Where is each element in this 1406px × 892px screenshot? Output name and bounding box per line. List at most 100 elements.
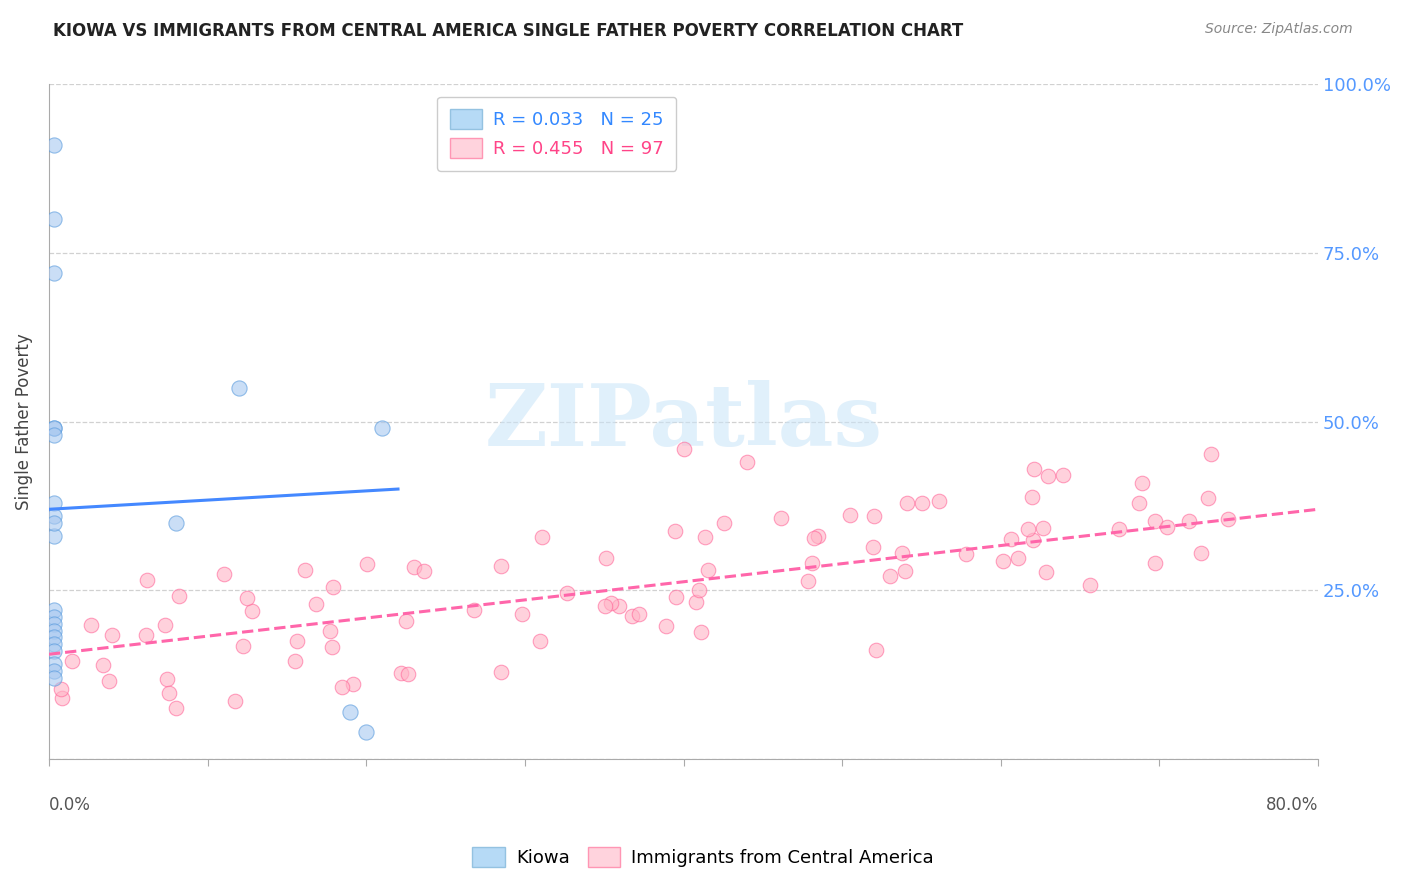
Text: 0.0%: 0.0% bbox=[49, 796, 91, 814]
Text: KIOWA VS IMMIGRANTS FROM CENTRAL AMERICA SINGLE FATHER POVERTY CORRELATION CHART: KIOWA VS IMMIGRANTS FROM CENTRAL AMERICA… bbox=[53, 22, 963, 40]
Point bbox=[1216, 511, 1239, 525]
Point bbox=[389, 665, 412, 680]
Point bbox=[318, 624, 340, 638]
Point bbox=[80, 617, 103, 632]
Point bbox=[42, 610, 65, 624]
Point bbox=[1022, 533, 1045, 548]
Point bbox=[42, 616, 65, 631]
Point bbox=[697, 563, 720, 577]
Point bbox=[797, 574, 820, 589]
Point bbox=[693, 530, 716, 544]
Point bbox=[42, 664, 65, 678]
Point bbox=[928, 494, 950, 508]
Point bbox=[1080, 577, 1102, 591]
Point bbox=[155, 672, 177, 686]
Point bbox=[42, 671, 65, 685]
Point bbox=[664, 524, 686, 538]
Point bbox=[157, 686, 180, 700]
Point bbox=[98, 674, 121, 689]
Point bbox=[1178, 514, 1201, 528]
Point bbox=[236, 591, 259, 606]
Point bbox=[342, 676, 364, 690]
Point bbox=[910, 495, 932, 509]
Point bbox=[1130, 475, 1153, 490]
Point bbox=[42, 637, 65, 651]
Point bbox=[42, 495, 65, 509]
Point bbox=[153, 617, 176, 632]
Point bbox=[42, 421, 65, 435]
Point bbox=[356, 724, 378, 739]
Point bbox=[1108, 522, 1130, 536]
Point bbox=[891, 546, 914, 560]
Point bbox=[42, 603, 65, 617]
Point bbox=[807, 528, 830, 542]
Point bbox=[735, 455, 758, 469]
Point bbox=[214, 566, 236, 581]
Point bbox=[232, 640, 254, 654]
Point bbox=[1156, 519, 1178, 533]
Point bbox=[284, 654, 307, 668]
Point bbox=[512, 607, 534, 621]
Point bbox=[42, 516, 65, 530]
Point bbox=[530, 530, 553, 544]
Point bbox=[51, 681, 73, 696]
Point bbox=[665, 590, 688, 604]
Point bbox=[865, 643, 887, 657]
Text: 80.0%: 80.0% bbox=[1265, 796, 1319, 814]
Point bbox=[607, 599, 630, 613]
Y-axis label: Single Father Poverty: Single Father Poverty bbox=[15, 334, 32, 510]
Point bbox=[396, 666, 419, 681]
Point bbox=[356, 558, 378, 572]
Point bbox=[1128, 496, 1150, 510]
Point bbox=[628, 607, 651, 621]
Point bbox=[62, 654, 84, 668]
Point bbox=[1035, 565, 1057, 579]
Point bbox=[1199, 447, 1222, 461]
Point bbox=[595, 599, 617, 614]
Point bbox=[339, 705, 361, 719]
Point bbox=[332, 681, 354, 695]
Point bbox=[42, 138, 65, 153]
Point bbox=[1021, 490, 1043, 504]
Point bbox=[100, 627, 122, 641]
Point bbox=[991, 554, 1014, 568]
Point bbox=[489, 558, 512, 573]
Point bbox=[294, 563, 316, 577]
Point bbox=[42, 421, 65, 435]
Point bbox=[1007, 550, 1029, 565]
Point bbox=[285, 634, 308, 648]
Point bbox=[1052, 468, 1074, 483]
Point bbox=[862, 540, 884, 554]
Point bbox=[51, 690, 73, 705]
Point bbox=[599, 596, 621, 610]
Point bbox=[371, 421, 394, 435]
Legend: R = 0.033   N = 25, R = 0.455   N = 97: R = 0.033 N = 25, R = 0.455 N = 97 bbox=[437, 97, 676, 171]
Point bbox=[42, 657, 65, 672]
Point bbox=[863, 508, 886, 523]
Point bbox=[894, 564, 917, 578]
Point bbox=[42, 644, 65, 658]
Point bbox=[896, 496, 918, 510]
Point bbox=[135, 628, 157, 642]
Point bbox=[685, 595, 707, 609]
Point bbox=[770, 511, 793, 525]
Point bbox=[1022, 462, 1045, 476]
Point bbox=[42, 212, 65, 227]
Point bbox=[654, 619, 676, 633]
Point bbox=[91, 657, 114, 672]
Point bbox=[321, 640, 343, 654]
Point bbox=[688, 583, 710, 598]
Point bbox=[1143, 514, 1166, 528]
Legend: Kiowa, Immigrants from Central America: Kiowa, Immigrants from Central America bbox=[465, 839, 941, 874]
Point bbox=[839, 508, 862, 522]
Point bbox=[1018, 522, 1040, 536]
Point bbox=[803, 531, 825, 545]
Point bbox=[595, 550, 617, 565]
Point bbox=[167, 589, 190, 603]
Point bbox=[402, 560, 425, 574]
Point bbox=[1038, 468, 1060, 483]
Point bbox=[240, 605, 263, 619]
Point bbox=[165, 516, 187, 530]
Point bbox=[42, 266, 65, 280]
Point bbox=[955, 547, 977, 561]
